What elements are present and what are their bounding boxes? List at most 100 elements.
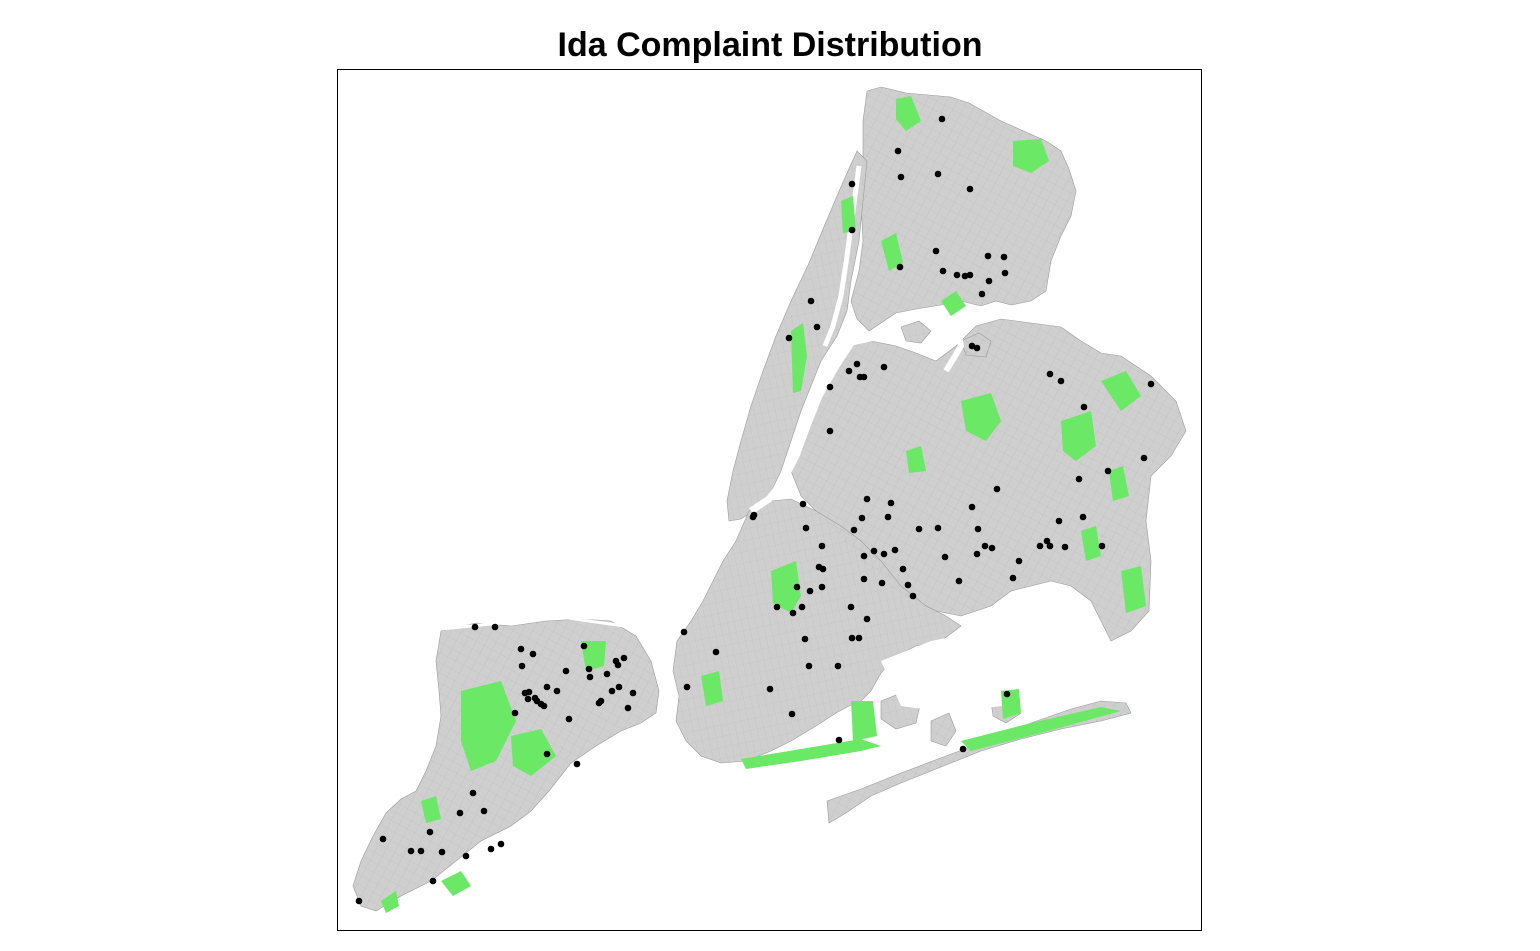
complaint-point <box>981 542 989 550</box>
complaint-point <box>848 634 856 642</box>
complaint-point <box>897 173 905 181</box>
park-area <box>441 871 471 896</box>
complaint-point <box>904 581 912 589</box>
complaint-point <box>1140 454 1148 462</box>
complaint-point <box>826 427 834 435</box>
complaint-point <box>856 373 864 381</box>
complaint-point <box>805 662 813 670</box>
park-area <box>896 96 921 131</box>
parks-layer <box>381 96 1146 913</box>
complaint-point <box>624 704 632 712</box>
complaint-point <box>1046 542 1054 550</box>
complaint-point <box>959 745 967 753</box>
complaint-point <box>603 670 611 678</box>
complaint-point <box>565 715 573 723</box>
complaint-point <box>896 263 904 271</box>
park-area <box>1101 371 1141 411</box>
complaint-point <box>973 550 981 558</box>
complaint-point <box>712 648 720 656</box>
complaint-point <box>620 654 628 662</box>
complaint-point <box>953 271 961 279</box>
complaint-point <box>543 683 551 691</box>
complaint-point <box>1015 557 1023 565</box>
complaint-point <box>533 697 541 705</box>
complaint-point <box>818 583 826 591</box>
street-grid-texture <box>353 619 659 911</box>
complaint-point <box>355 897 363 905</box>
complaint-point <box>1079 513 1087 521</box>
complaint-point <box>749 513 757 521</box>
complaint-point <box>806 587 814 595</box>
complaint-point <box>487 845 495 853</box>
complaint-point <box>766 685 774 693</box>
complaint-point <box>878 579 886 587</box>
park-area <box>461 681 516 771</box>
park-area <box>851 701 877 741</box>
park-area <box>741 739 881 769</box>
complaint-point <box>848 180 856 188</box>
street-grid-texture <box>901 321 931 343</box>
complaint-point <box>429 877 437 885</box>
park-area <box>961 707 1121 751</box>
complaint-point <box>847 603 855 611</box>
park-area <box>511 729 556 776</box>
street-grid-texture <box>931 713 956 746</box>
east-river-branch <box>850 310 932 346</box>
complaint-point <box>529 650 537 658</box>
street-grid-texture <box>673 499 961 763</box>
map-title: Ida Complaint Distribution <box>557 26 983 64</box>
complaint-point <box>899 565 907 573</box>
complaint-point <box>773 603 781 611</box>
complaint-point <box>553 687 561 695</box>
complaint-point <box>802 524 810 532</box>
complaint-point <box>939 267 947 275</box>
park-area <box>1013 139 1049 173</box>
complaint-point <box>480 807 488 815</box>
complaint-point <box>973 344 981 352</box>
park-area <box>961 393 1001 441</box>
complaint-point <box>813 323 821 331</box>
complaint-point <box>988 544 996 552</box>
complaint-point <box>629 689 637 697</box>
complaint-point <box>968 342 976 350</box>
park-area <box>1109 466 1129 501</box>
complaint-point <box>915 525 923 533</box>
complaint-point <box>974 525 982 533</box>
complaint-point <box>1009 574 1017 582</box>
complaint-point <box>826 383 834 391</box>
complaint-point <box>1147 380 1155 388</box>
complaint-point <box>1080 403 1088 411</box>
complaint-point <box>471 623 479 631</box>
complaint-point <box>853 360 861 368</box>
complaint-point <box>818 542 826 550</box>
east-river <box>749 341 854 514</box>
complaint-point <box>615 683 623 691</box>
complaint-point <box>379 835 387 843</box>
complaint-point <box>887 499 895 507</box>
park-area <box>941 291 966 316</box>
complaint-point <box>469 789 477 797</box>
map-panel <box>337 69 1202 931</box>
complaint-point <box>517 645 525 653</box>
complaint-point <box>934 524 942 532</box>
complaint-point <box>807 297 815 305</box>
complaint-point <box>966 271 974 279</box>
complaint-point <box>1046 370 1054 378</box>
park-area <box>421 796 441 823</box>
complaint-point <box>891 546 899 554</box>
complaint-point <box>894 147 902 155</box>
complaint-point <box>993 485 1001 493</box>
complaint-point <box>1000 253 1008 261</box>
park-area <box>841 196 856 233</box>
complaint-point <box>525 688 533 696</box>
complaint-point <box>880 550 888 558</box>
complaint-point <box>978 290 986 298</box>
complaint-point <box>789 609 797 617</box>
complaint-point <box>456 809 464 817</box>
complaint-point <box>614 661 622 669</box>
complaint-point <box>938 115 946 123</box>
complaint-point <box>932 247 940 255</box>
complaint-point <box>683 683 691 691</box>
jamaica-bay <box>881 631 1091 713</box>
complaint-point <box>417 847 425 855</box>
